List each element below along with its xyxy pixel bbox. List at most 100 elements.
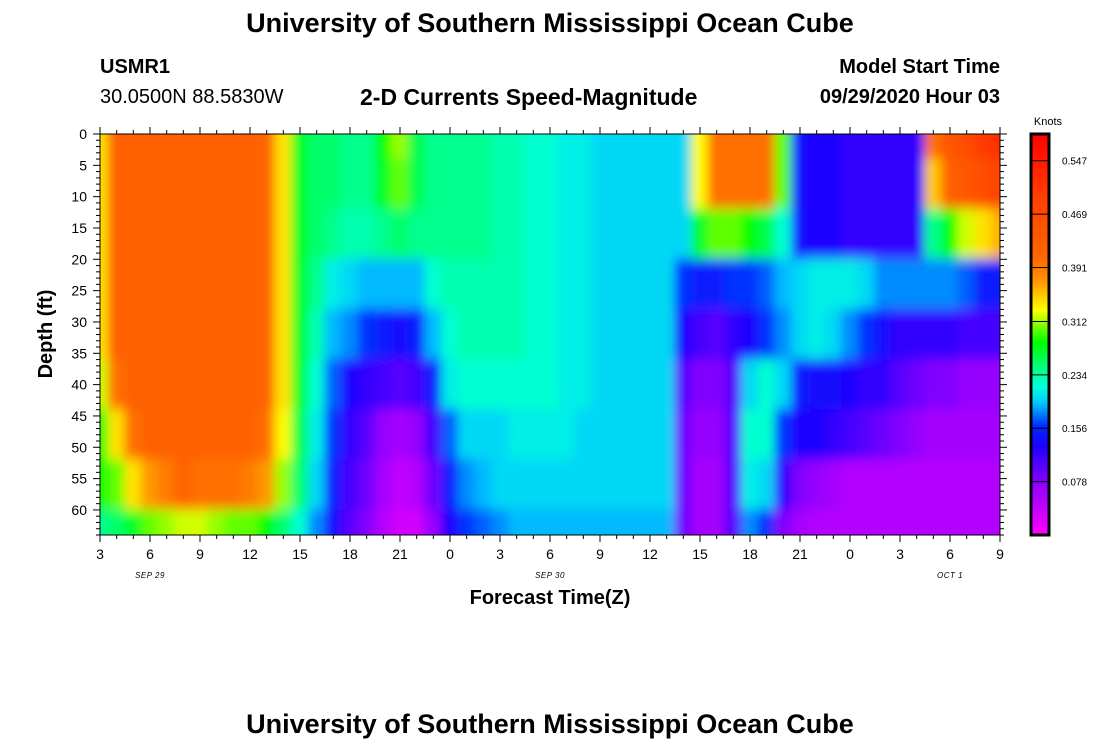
heatmap-cell (774, 258, 793, 311)
heatmap-cell (441, 258, 459, 311)
heatmap-cell (307, 358, 326, 411)
heatmap-cell (541, 134, 559, 160)
heatmap-cell (491, 358, 509, 411)
x-tick-label: 9 (996, 546, 1004, 562)
heatmap-cell (657, 409, 676, 461)
heatmap-cell (607, 409, 626, 461)
heatmap-cell (724, 459, 743, 511)
y-tick-label: 55 (71, 471, 87, 487)
heatmap-cell (691, 308, 709, 361)
heatmap-cell (807, 409, 826, 461)
heatmap-cell (841, 459, 859, 511)
heatmap-cell (541, 509, 559, 535)
heatmap-cell (541, 308, 559, 361)
heatmap-cell (791, 308, 809, 361)
heatmap-cell (891, 258, 909, 311)
colorbar-tick-label: 0.156 (1062, 424, 1087, 435)
heatmap-cell (774, 409, 793, 461)
heatmap-cell (241, 208, 259, 260)
heatmap-cell (757, 459, 776, 511)
heatmap-cell (991, 509, 1000, 535)
heatmap-cell (524, 134, 543, 160)
heatmap-cell (157, 258, 176, 311)
heatmap-cell (207, 208, 226, 260)
heatmap-cell (107, 258, 126, 311)
heatmap-cell (691, 358, 709, 411)
heatmap-cell (841, 158, 859, 210)
heatmap-cell (257, 258, 276, 311)
heatmap-cell (324, 158, 343, 210)
x-tick-label: 15 (692, 546, 708, 562)
heatmap-cell (757, 308, 776, 361)
heatmap-cell (124, 158, 143, 210)
heatmap-cell (774, 459, 793, 511)
heatmap-cell (391, 158, 409, 210)
heatmap-cell (857, 134, 876, 160)
heatmap-cell (157, 208, 176, 260)
heatmap-cell (191, 459, 209, 511)
heatmap-cell (441, 459, 459, 511)
heatmap-cell (991, 358, 1000, 411)
heatmap-cell (341, 409, 359, 461)
heatmap-cell (874, 308, 893, 361)
heatmap-cell (374, 258, 393, 311)
heatmap-cell (407, 509, 426, 535)
heatmap-cell (324, 258, 343, 311)
heatmap-cell (724, 409, 743, 461)
x-tick-label: 12 (642, 546, 658, 562)
heatmap-cell (741, 308, 759, 361)
heatmap-cell (207, 459, 226, 511)
heatmap-cell (457, 509, 476, 535)
heatmap-cell (374, 409, 393, 461)
heatmap-cell (691, 134, 709, 160)
colorbar-tick-label: 0.547 (1062, 157, 1087, 168)
heatmap-cell (741, 258, 759, 311)
heatmap-cell (257, 358, 276, 411)
x-tick-label: 3 (96, 546, 104, 562)
heatmap-cell (507, 208, 526, 260)
heatmap-cell (724, 158, 743, 210)
heatmap-cell (307, 509, 326, 535)
heatmap-cell (841, 409, 859, 461)
heatmap-cell (391, 308, 409, 361)
heatmap-cell (291, 134, 309, 160)
heatmap-cell (100, 459, 109, 511)
heatmap-cell (607, 134, 626, 160)
heatmap-cell (191, 358, 209, 411)
heatmap-cell (624, 459, 643, 511)
heatmap-cell (641, 308, 659, 361)
heatmap-cell (591, 134, 609, 160)
heatmap-cell (391, 459, 409, 511)
heatmap-cell (457, 409, 476, 461)
heatmap-cell (891, 509, 909, 535)
heatmap-cell (241, 258, 259, 311)
heatmap-cell (291, 208, 309, 260)
heatmap-cell (641, 509, 659, 535)
heatmap-cell (907, 134, 926, 160)
heatmap-cell (641, 208, 659, 260)
heatmap-cell (241, 134, 259, 160)
heatmap-cell (107, 134, 126, 160)
heatmap-cell (491, 258, 509, 311)
x-tick-label: 15 (292, 546, 308, 562)
heatmap-cell (374, 358, 393, 411)
heatmap-cell (441, 509, 459, 535)
heatmap-cell (891, 208, 909, 260)
heatmap-cell (974, 358, 993, 411)
heatmap-cell (691, 509, 709, 535)
heatmap-cell (691, 208, 709, 260)
heatmap-cell (591, 158, 609, 210)
heatmap-cell (957, 208, 976, 260)
heatmap-cell (557, 509, 576, 535)
heatmap-cell (291, 409, 309, 461)
colorbar-tick-label: 0.078 (1062, 478, 1087, 489)
heatmap-cell (574, 459, 593, 511)
heatmap-cell (724, 208, 743, 260)
y-tick-label: 10 (71, 189, 87, 205)
heatmap-cell (874, 409, 893, 461)
y-tick-label: 25 (71, 283, 87, 299)
heatmap-cell (107, 158, 126, 210)
heatmap-cell (457, 308, 476, 361)
heatmap-cell (574, 308, 593, 361)
heatmap-cell (441, 409, 459, 461)
